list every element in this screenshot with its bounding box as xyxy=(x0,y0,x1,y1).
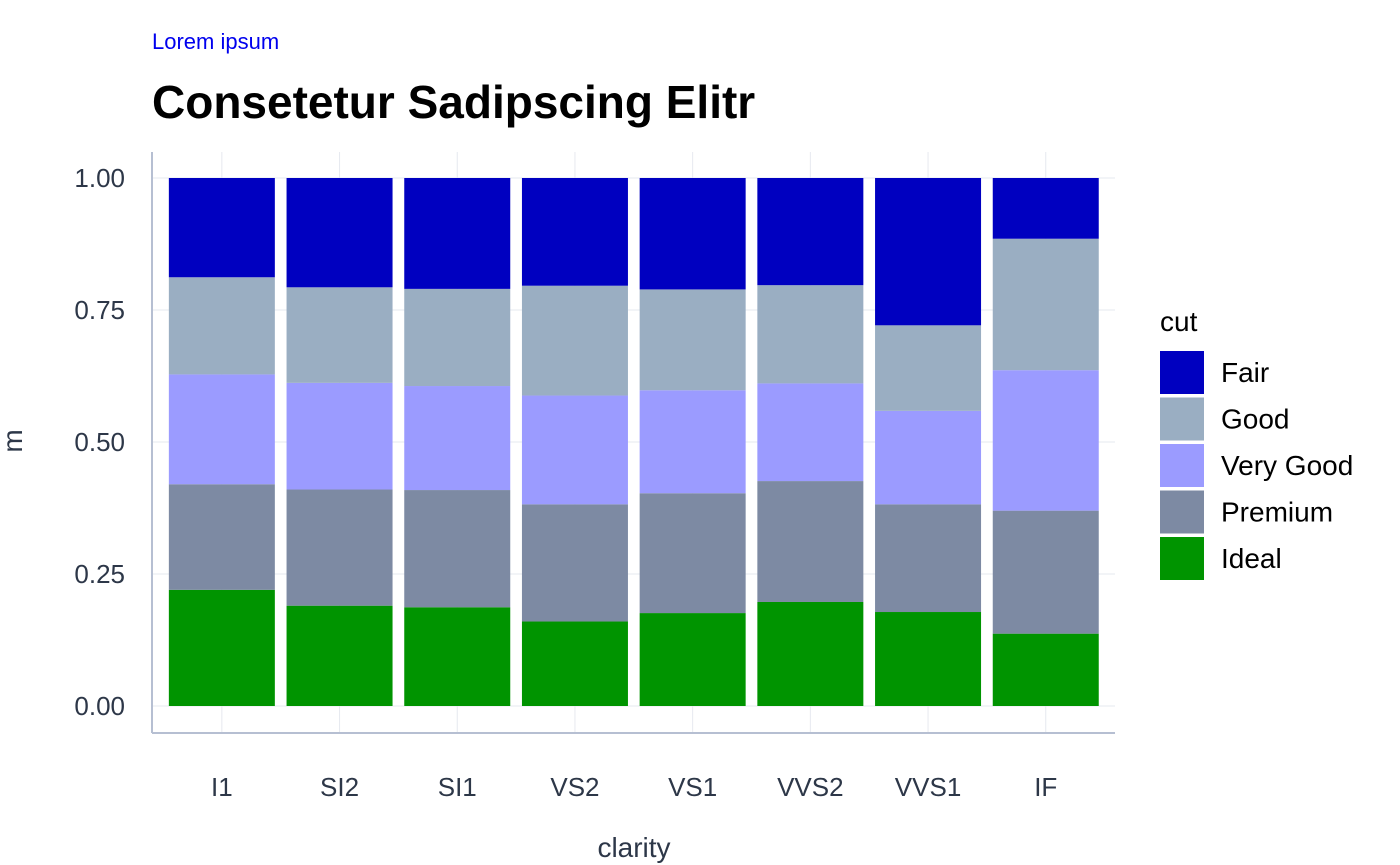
legend-swatch-good xyxy=(1160,397,1204,441)
bar-si1-very-good xyxy=(404,386,511,491)
legend-label-premium: Premium xyxy=(1221,497,1333,528)
bar-vs1-good xyxy=(639,289,746,391)
y-tick-label: 0.75 xyxy=(74,295,125,325)
x-tick-label-vs2: VS2 xyxy=(550,772,599,802)
bar-vvs1-fair xyxy=(875,178,982,326)
bar-si2-ideal xyxy=(286,605,393,706)
legend-label-good: Good xyxy=(1221,404,1290,435)
bar-vvs2-premium xyxy=(757,481,864,602)
bar-i1-very-good xyxy=(168,374,275,485)
x-tick-label-vs1: VS1 xyxy=(668,772,717,802)
bar-vs2-good xyxy=(521,285,628,396)
y-tick-label: 1.00 xyxy=(74,163,125,193)
y-tick-label: 0.25 xyxy=(74,559,125,589)
x-axis-title: clarity xyxy=(597,832,670,863)
bar-i1-good xyxy=(168,277,275,375)
legend-label-ideal: Ideal xyxy=(1221,543,1282,574)
bar-vs1-premium xyxy=(639,493,746,614)
bar-if-very-good xyxy=(992,370,1099,511)
bar-i1-premium xyxy=(168,484,275,590)
y-tick-labels: 0.00 0.25 0.50 0.75 1.00 xyxy=(74,163,125,721)
bar-i1-ideal xyxy=(168,589,275,706)
x-tick-label-si1: SI1 xyxy=(438,772,477,802)
bar-vvs1-good xyxy=(875,325,982,411)
bar-vs1-ideal xyxy=(639,613,746,706)
y-tick-label: 0.50 xyxy=(74,427,125,457)
bar-si1-fair xyxy=(404,178,511,289)
x-tick-label-vvs1: VVS1 xyxy=(895,772,962,802)
bar-vs1-very-good xyxy=(639,390,746,494)
x-tick-labels: I1 SI2 SI1 VS2 VS1 VVS2 VVS1 IF xyxy=(211,772,1057,802)
bar-vs2-fair xyxy=(521,178,628,286)
bar-si2-premium xyxy=(286,489,393,606)
legend-title: cut xyxy=(1160,306,1198,337)
bar-si1-premium xyxy=(404,490,511,608)
legend: Fair Good Very Good Premium Ideal xyxy=(1160,351,1353,580)
legend-label-fair: Fair xyxy=(1221,357,1269,388)
bar-vs2-ideal xyxy=(521,621,628,706)
legend-swatch-ideal xyxy=(1160,537,1204,580)
legend-label-very-good: Very Good xyxy=(1221,450,1353,481)
x-tick-label-si2: SI2 xyxy=(320,772,359,802)
bars xyxy=(168,178,1099,706)
legend-swatch-very-good xyxy=(1160,444,1204,487)
bar-vs1-fair xyxy=(639,178,746,290)
bar-vvs2-ideal xyxy=(757,601,864,706)
x-tick-label-vvs2: VVS2 xyxy=(777,772,844,802)
bar-if-premium xyxy=(992,510,1099,634)
y-tick-label: 0.00 xyxy=(74,691,125,721)
bar-si2-fair xyxy=(286,178,393,288)
bar-vvs2-fair xyxy=(757,178,864,286)
chart-title: Consetetur Sadipscing Elitr xyxy=(152,76,755,128)
bar-vs2-premium xyxy=(521,504,628,622)
bar-if-fair xyxy=(992,178,1099,239)
x-tick-label-i1: I1 xyxy=(211,772,233,802)
bar-i1-fair xyxy=(168,178,275,278)
y-axis-title: m xyxy=(0,429,28,452)
bar-if-ideal xyxy=(992,633,1099,706)
bar-if-good xyxy=(992,238,1099,371)
bar-si2-very-good xyxy=(286,382,393,490)
legend-swatch-fair xyxy=(1160,351,1204,394)
chart-subtitle: Lorem ipsum xyxy=(152,29,279,54)
bar-vvs1-ideal xyxy=(875,612,982,706)
bar-vvs1-premium xyxy=(875,504,982,613)
bar-si2-good xyxy=(286,287,393,383)
bar-vvs2-good xyxy=(757,285,864,384)
legend-swatch-premium xyxy=(1160,490,1204,534)
x-tick-label-if: IF xyxy=(1034,772,1057,802)
bar-vvs2-very-good xyxy=(757,383,864,482)
bar-vvs1-very-good xyxy=(875,410,982,505)
axes xyxy=(151,152,1115,734)
bar-vs2-very-good xyxy=(521,395,628,505)
bar-si1-ideal xyxy=(404,607,511,706)
bar-si1-good xyxy=(404,288,511,387)
